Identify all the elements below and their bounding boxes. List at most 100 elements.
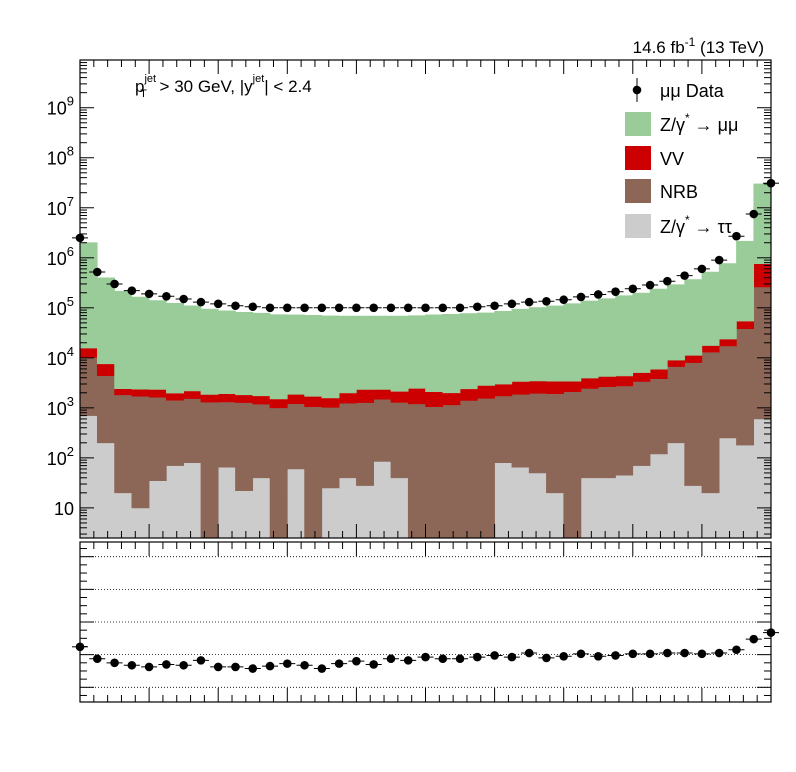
data-point	[645, 280, 655, 290]
ratio-point	[749, 634, 759, 644]
ratio-point	[144, 662, 154, 672]
ratio-panel-points	[72, 628, 779, 673]
legend-label-zmm: Z/γ* → μμ	[660, 111, 738, 135]
ratio-point	[628, 649, 638, 659]
data-point	[75, 233, 85, 243]
y-tick-label-base: 10	[47, 99, 67, 119]
ratio-point	[369, 660, 378, 669]
ratio-point	[542, 653, 551, 663]
annotations: 14.6 fb-1 (13 TeV)pjet T > 30 GeV, |yjet|…	[135, 35, 764, 100]
data-point	[766, 178, 776, 188]
data-point	[110, 279, 119, 289]
data-point	[144, 289, 154, 299]
y-tick-label: 106	[47, 244, 74, 269]
ratio-point	[663, 648, 672, 658]
y-tick-label-base: 10	[47, 249, 67, 269]
legend-label-rest: → ττ	[690, 217, 732, 237]
legend-label-sup: *	[685, 213, 690, 227]
legend-label-text: Z/γ	[660, 115, 685, 135]
legend-label-text: VV	[660, 149, 684, 169]
y-tick-label-base: 10	[47, 199, 67, 219]
data-point	[369, 303, 378, 313]
y-tick-label-base: 10	[47, 349, 67, 369]
y-tick-label: 102	[47, 444, 74, 469]
ratio-point	[231, 662, 240, 672]
data-point	[455, 303, 465, 313]
luminosity-label: 14.6 fb-1 (13 TeV)	[633, 35, 764, 57]
ratio-point	[473, 652, 482, 662]
y-tick-label: 109	[47, 94, 74, 119]
legend-marker	[632, 85, 642, 95]
y-tick-label-exp: 4	[67, 344, 74, 359]
data-point	[403, 303, 413, 313]
data-point	[749, 209, 759, 219]
y-tick-label-exp: 9	[67, 94, 74, 109]
ratio-point	[248, 664, 258, 673]
ratio-point	[179, 660, 188, 670]
data-point	[162, 291, 171, 301]
legend-label-vv: VV	[660, 149, 684, 169]
data-point	[628, 284, 638, 294]
upper-panel-bars	[79, 183, 772, 539]
cut-y-rest: | < 2.4	[264, 77, 311, 96]
ratio-point	[766, 628, 776, 637]
ratio-point	[645, 649, 655, 659]
y-tick-label-base: 10	[47, 299, 67, 319]
y-tick-label-base: 10	[47, 449, 67, 469]
ratio-point	[611, 651, 620, 660]
ratio-point	[576, 649, 586, 659]
ratio-point	[110, 658, 119, 668]
luminosity-unit-exp: -1	[685, 35, 696, 49]
y-tick-label-base: 10	[47, 399, 67, 419]
cut-p-sub: T	[140, 88, 147, 100]
cut-p: p	[135, 77, 144, 96]
data-point	[231, 301, 240, 311]
ratio-panel-frame	[79, 541, 772, 703]
data-point	[663, 276, 672, 286]
data-point	[680, 271, 689, 280]
luminosity-energy: (13 TeV)	[695, 38, 764, 57]
legend-label-rest: → μμ	[690, 115, 739, 135]
data-point	[334, 303, 344, 313]
ratio-point	[697, 649, 707, 659]
data-point	[697, 264, 707, 274]
y-tick-label-exp: 7	[67, 194, 74, 209]
ratio-point	[162, 660, 171, 669]
legend-swatch-nrb	[625, 179, 651, 203]
ratio-point	[127, 660, 137, 670]
data-point	[352, 303, 361, 313]
legend-label-nrb: NRB	[660, 182, 698, 202]
legend-label-text: μμ Data	[660, 81, 725, 101]
ratio-point	[334, 659, 344, 668]
ratio-point	[438, 654, 448, 664]
data-point	[386, 303, 396, 313]
data-point	[213, 299, 223, 309]
ratio-point	[352, 656, 361, 666]
ratio-point	[421, 652, 430, 662]
ratio-point	[283, 659, 292, 668]
data-point	[248, 302, 258, 312]
data-point	[421, 303, 430, 313]
legend-label-sup: *	[685, 111, 690, 125]
data-point	[576, 292, 586, 302]
luminosity-value: 14.6 fb	[633, 38, 685, 57]
ratio-point	[714, 648, 724, 658]
ratio-point	[213, 662, 223, 672]
data-point	[473, 302, 482, 312]
ratio-point	[196, 656, 206, 665]
y-tick-label-exp: 2	[67, 444, 74, 459]
upper-panel-data-points	[72, 178, 779, 313]
y-tick-label-exp: 8	[67, 144, 74, 159]
ratio-point	[386, 654, 396, 664]
data-point	[714, 255, 724, 265]
legend-swatch-zmm	[625, 112, 651, 136]
ratio-point	[403, 656, 413, 665]
cut-p-rest: > 30 GeV, |y	[155, 77, 253, 96]
legend-label-ztt: Z/γ* → ττ	[660, 213, 732, 237]
data-point	[524, 297, 534, 307]
ratio-point	[265, 661, 275, 671]
y-tick-label-exp: 3	[67, 394, 74, 409]
y-tick-label: 104	[47, 344, 74, 369]
data-point	[127, 286, 137, 295]
